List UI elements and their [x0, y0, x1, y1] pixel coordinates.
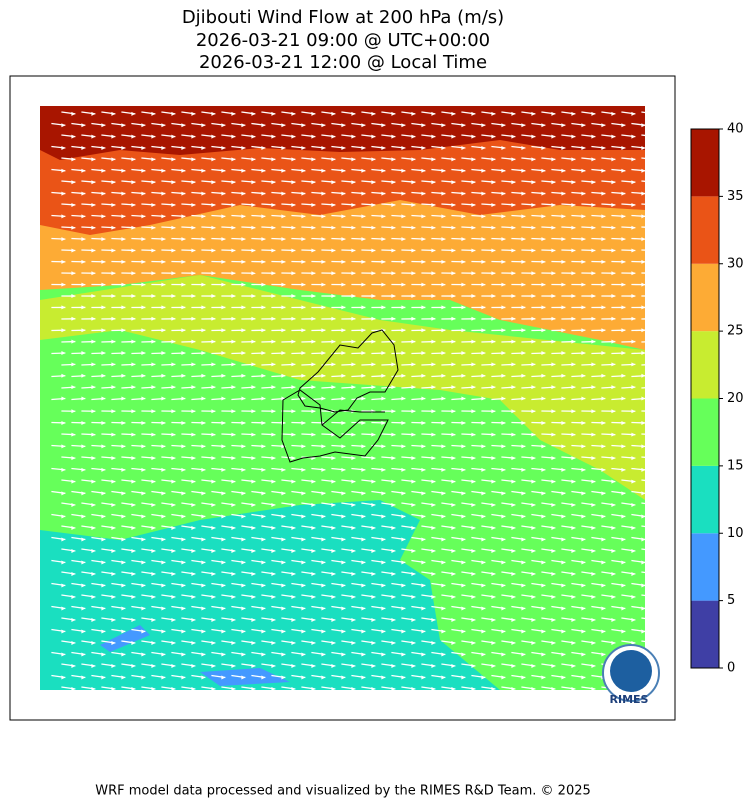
- logo-text: RIMES: [610, 693, 649, 706]
- colorbar-segment: [691, 533, 719, 600]
- arrow-head: [651, 157, 655, 161]
- colorbar-tick-label: 10: [727, 526, 744, 541]
- arrow-head: [651, 409, 655, 413]
- colorbar-tick-label: 15: [727, 458, 744, 473]
- colorbar-segment: [691, 196, 719, 263]
- colorbar-segment: [691, 601, 719, 668]
- title-line: 2026-03-21 09:00 @ UTC+00:00: [196, 30, 490, 51]
- arrow-head: [651, 249, 655, 253]
- footer: WRF model data processed and visualized …: [95, 784, 591, 799]
- arrow-head: [651, 526, 655, 530]
- colorbar-tick-label: 20: [727, 391, 744, 406]
- arrow-head: [651, 294, 655, 298]
- arrow-head: [651, 226, 655, 230]
- arrow-head: [651, 480, 655, 484]
- arrow-head: [651, 641, 655, 645]
- colorbar-segment: [691, 399, 719, 466]
- wind-arrow: [641, 364, 655, 365]
- wind-arrow: [641, 227, 655, 228]
- arrow-head: [651, 112, 655, 116]
- arrow-head: [651, 203, 655, 207]
- wind-arrow: [641, 250, 655, 251]
- arrow-head: [651, 135, 655, 139]
- arrow-head: [651, 595, 655, 599]
- colorbar-segment: [691, 264, 719, 331]
- colorbar: 0 5 10 15 20 25 30 35 40: [691, 122, 744, 676]
- arrow-head: [651, 317, 655, 321]
- arrow-head: [651, 271, 655, 275]
- arrow-head: [651, 503, 655, 507]
- arrow-head: [651, 362, 655, 366]
- arrow-head: [651, 549, 655, 553]
- colorbar-tick-label: 0: [727, 661, 735, 676]
- arrow-head: [651, 618, 655, 622]
- colorbar-tick-label: 5: [727, 593, 735, 608]
- arrow-head: [651, 180, 655, 184]
- logo: RIMES: [603, 645, 659, 706]
- colorbar-tick-label: 25: [727, 324, 744, 339]
- colorbar-tick-label: 35: [727, 189, 744, 204]
- colorbar-tick-label: 30: [727, 256, 744, 271]
- colorbar-segment: [691, 331, 719, 398]
- arrow-head: [651, 340, 655, 344]
- arrow-head: [651, 433, 655, 437]
- title-line: 2026-03-21 12:00 @ Local Time: [199, 52, 487, 73]
- title-line: Djibouti Wind Flow at 200 hPa (m/s): [182, 7, 504, 28]
- arrow-head: [651, 456, 655, 460]
- colorbar-segment: [691, 466, 719, 533]
- colorbar-tick-label: 40: [727, 122, 744, 137]
- wind-arrow: [641, 434, 655, 435]
- colorbar-segment: [691, 129, 719, 196]
- wind-arrow: [641, 387, 655, 388]
- arrow-head: [651, 572, 655, 576]
- arrow-head: [651, 385, 655, 389]
- logo-globe: [610, 650, 652, 692]
